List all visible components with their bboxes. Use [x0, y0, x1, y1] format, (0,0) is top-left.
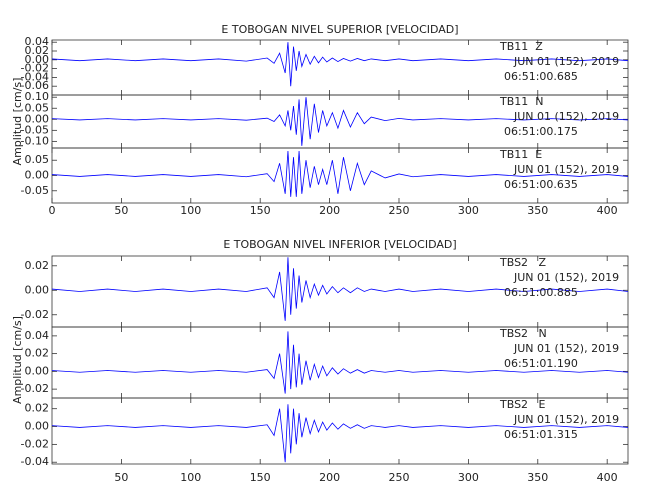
y-tick-label: -0.02	[21, 308, 49, 321]
date-label: JUN 01 (152), 2019	[513, 110, 619, 123]
time-label: 06:51:00.885	[504, 286, 578, 299]
time-label: 06:51:00.685	[504, 70, 578, 83]
x-tick-label: 200	[319, 204, 340, 217]
x-tick-label: 100	[180, 471, 201, 484]
y-tick-label: -0.02	[21, 382, 49, 395]
time-label: 06:51:01.190	[504, 357, 578, 370]
y-tick-label: -0.10	[21, 134, 49, 147]
waveform	[51, 97, 629, 146]
x-tick-label: 150	[250, 204, 271, 217]
station-label: TBS2 N	[499, 327, 547, 340]
date-label: JUN 01 (152), 2019	[513, 271, 619, 284]
station-label: TB11 Z	[499, 40, 543, 53]
x-tick-label: 400	[597, 471, 618, 484]
chart-title: E TOBOGAN NIVEL SUPERIOR [VELOCIDAD]	[221, 23, 458, 36]
station-label: TB11 E	[499, 148, 542, 161]
waveform	[51, 404, 629, 463]
station-label: TBS2 E	[499, 398, 546, 411]
x-tick-label: 150	[250, 471, 271, 484]
y-tick-label: -0.04	[21, 455, 49, 468]
y-tick-label: 0.00	[25, 112, 50, 125]
y-tick-label: 0.05	[25, 101, 50, 114]
waveform	[51, 151, 629, 197]
x-tick-label: 250	[388, 204, 409, 217]
x-tick-label: 300	[458, 204, 479, 217]
y-tick-label: -0.02	[21, 437, 49, 450]
x-tick-label: 350	[527, 471, 548, 484]
date-label: JUN 01 (152), 2019	[513, 413, 619, 426]
x-tick-label: 200	[319, 471, 340, 484]
y-tick-label: -0.06	[21, 79, 49, 92]
y-tick-label: 0.05	[25, 153, 50, 166]
y-tick-label: -0.05	[21, 184, 49, 197]
x-tick-label: 400	[597, 204, 618, 217]
x-tick-label: 50	[114, 204, 128, 217]
waveform	[51, 257, 629, 321]
time-label: 06:51:00.175	[504, 125, 578, 138]
x-tick-label: 50	[114, 471, 128, 484]
y-tick-label: 0.02	[25, 402, 50, 415]
y-tick-label: 0.10	[25, 90, 50, 103]
x-tick-label: 250	[388, 471, 409, 484]
y-tick-label: -0.04	[21, 70, 49, 83]
time-label: 06:51:00.635	[504, 178, 578, 191]
y-tick-label: 0.00	[25, 53, 50, 66]
chart-title: E TOBOGAN NIVEL INFERIOR [VELOCIDAD]	[223, 238, 456, 251]
y-tick-label: 0.00	[25, 420, 50, 433]
y-tick-label: 0.00	[25, 169, 50, 182]
station-label: TBS2 Z	[499, 256, 547, 269]
date-label: JUN 01 (152), 2019	[513, 55, 619, 68]
time-label: 06:51:01.315	[504, 428, 578, 441]
y-tick-label: -0.05	[21, 123, 49, 136]
y-axis-label: Amplitud [cm/s]	[11, 316, 24, 404]
panel-frame	[51, 397, 629, 465]
y-tick-label: 0.00	[25, 283, 50, 296]
y-tick-label: 0.04	[25, 35, 50, 48]
y-tick-label: 0.00	[25, 364, 50, 377]
waveform	[51, 331, 629, 394]
station-label: TB11 N	[499, 95, 543, 108]
y-tick-label: -0.02	[21, 62, 49, 75]
waveform	[51, 42, 629, 87]
x-tick-label: 100	[180, 204, 201, 217]
date-label: JUN 01 (152), 2019	[513, 342, 619, 355]
x-tick-label: 0	[49, 204, 56, 217]
x-tick-label: 350	[527, 204, 548, 217]
date-label: JUN 01 (152), 2019	[513, 163, 619, 176]
y-tick-label: 0.02	[25, 44, 50, 57]
y-tick-label: 0.02	[25, 259, 50, 272]
y-tick-label: 0.02	[25, 347, 50, 360]
y-tick-label: 0.04	[25, 329, 50, 342]
x-tick-label: 300	[458, 471, 479, 484]
y-axis-label: Amplitud [cm/s]	[11, 78, 24, 166]
